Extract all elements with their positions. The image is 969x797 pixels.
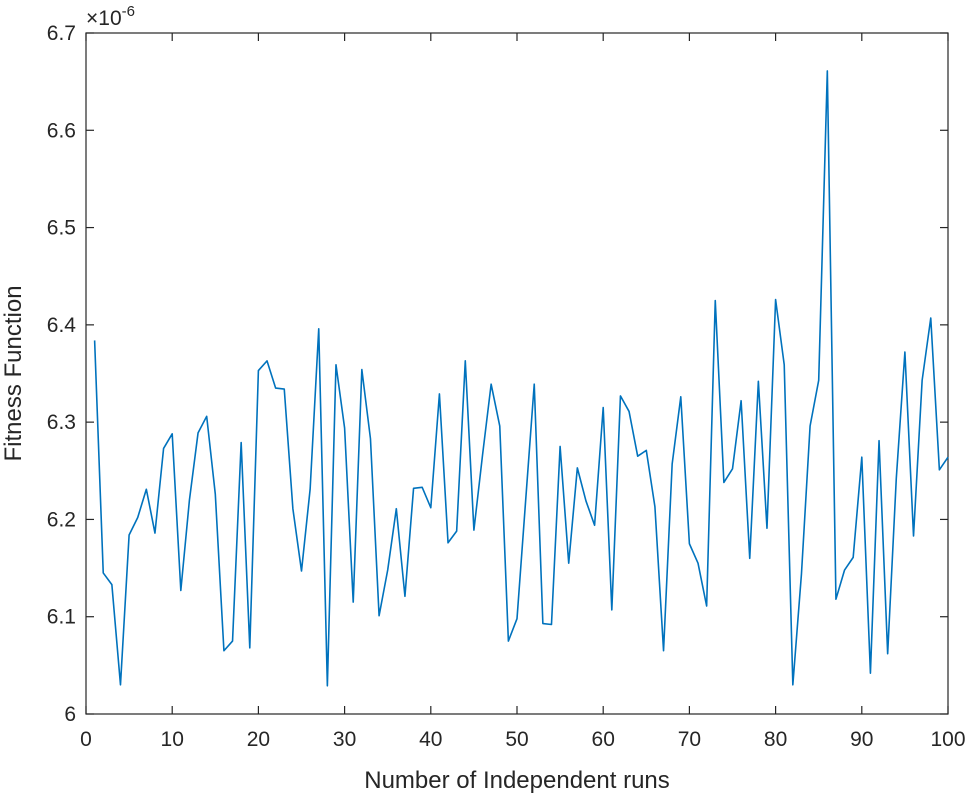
x-tick-label: 30 xyxy=(333,728,356,751)
x-tick-label: 10 xyxy=(161,728,184,751)
plot-area xyxy=(85,32,949,715)
x-tick-label: 80 xyxy=(764,728,787,751)
y-tick-label: 6.7 xyxy=(47,22,76,45)
y-axis-exponent-base: ×10 xyxy=(86,7,122,30)
y-tick-label: 6.3 xyxy=(47,411,76,434)
x-axis-ticks xyxy=(85,33,949,714)
x-tick-label: 0 xyxy=(80,728,92,751)
y-axis-tick-labels: 6 6.1 6.2 6.3 6.4 6.5 6.6 6.7 xyxy=(47,22,77,726)
x-axis-tick-labels: 0 10 20 30 40 50 60 70 80 90 100 xyxy=(80,728,965,751)
y-tick-label: 6.4 xyxy=(47,314,77,337)
x-tick-label: 100 xyxy=(930,728,965,751)
y-tick-label: 6.5 xyxy=(47,217,76,240)
x-tick-label: 60 xyxy=(592,728,615,751)
y-tick-label: 6.6 xyxy=(47,119,76,142)
y-tick-label: 6 xyxy=(64,703,76,726)
y-axis-exponent-label: ×10-6 xyxy=(86,3,135,30)
y-axis-exponent-power: -6 xyxy=(122,3,135,20)
series-line xyxy=(93,70,949,687)
x-tick-label: 70 xyxy=(678,728,701,751)
y-axis-label: Fitness Function xyxy=(0,285,27,461)
y-tick-label: 6.2 xyxy=(47,508,76,531)
x-tick-label: 20 xyxy=(247,728,270,751)
y-tick-label: 6.1 xyxy=(47,606,76,629)
x-tick-label: 40 xyxy=(419,728,442,751)
x-tick-label: 90 xyxy=(850,728,873,751)
x-tick-label: 50 xyxy=(505,728,528,751)
x-axis-label: Number of Independent runs xyxy=(364,767,670,794)
y-axis-ticks xyxy=(86,32,948,715)
